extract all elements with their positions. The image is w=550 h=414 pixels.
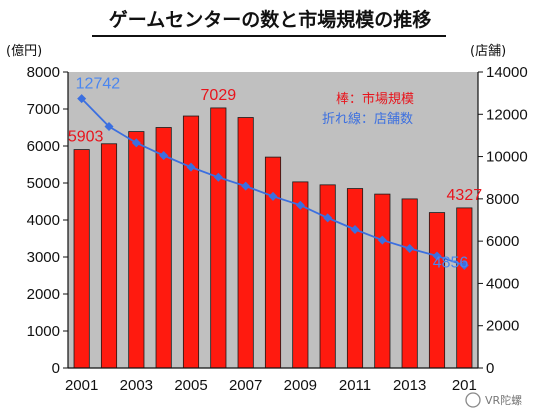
x-tick-label: 2009 [284, 377, 317, 394]
right-axis-unit: (店舗) [470, 44, 506, 59]
left-tick-label: 2000 [27, 286, 60, 303]
x-tick-label: 2005 [174, 377, 207, 394]
left-tick-label: 1000 [27, 323, 60, 340]
bar-2008 [264, 156, 282, 369]
x-tick-label: 2001 [65, 377, 98, 394]
left-tick-label: 7000 [27, 101, 60, 118]
chart-title: ゲームセンターの数と市場規模の推移 [109, 8, 431, 31]
watermark-icon [465, 392, 481, 408]
x-tick-label: 2011 [339, 377, 371, 394]
bar-2002 [100, 143, 118, 369]
legend-bar-entry: 棒：市場規模 [336, 91, 414, 107]
bar-2015 [456, 207, 473, 369]
right-tick-label: 2000 [486, 318, 519, 335]
bar-2001 [73, 149, 90, 369]
line-point-2003 [131, 138, 141, 148]
legend-line-entry: 折れ線：店舗数 [322, 111, 413, 127]
bar-2004 [155, 127, 172, 369]
bar-2010 [319, 184, 336, 369]
line-point-2008 [268, 191, 278, 201]
line-point-2002 [104, 122, 114, 132]
line-point-2015 [459, 260, 469, 270]
left-tick-label: 8000 [27, 64, 60, 81]
bar-2011 [346, 188, 364, 369]
left-tick-label: 4000 [27, 212, 60, 229]
x-tick-label: 2007 [229, 377, 262, 394]
data-label: 4327 [447, 187, 483, 204]
right-tick-label: 0 [486, 360, 494, 377]
line-point-2006 [213, 172, 223, 182]
line-point-2005 [186, 162, 196, 172]
line-point-2014 [432, 251, 442, 261]
line-point-2011 [350, 225, 360, 235]
right-tick-label: 8000 [486, 191, 519, 208]
bar-2006 [210, 107, 227, 369]
watermark: VR陀螺 [465, 392, 522, 408]
right-tick-label: 12000 [486, 106, 528, 123]
left-tick-label: 0 [52, 360, 60, 377]
bar-2013 [401, 198, 418, 369]
watermark-text: VR陀螺 [485, 393, 522, 407]
bar-2003 [128, 131, 145, 369]
line-point-2012 [377, 235, 387, 245]
data-label: 4856 [433, 254, 469, 271]
x-tick-label: 2013 [393, 377, 426, 394]
bar-2014 [428, 212, 446, 369]
right-tick-label: 10000 [486, 149, 528, 166]
left-tick-label: 6000 [27, 138, 60, 155]
x-tick-label: 2003 [120, 377, 153, 394]
left-axis-unit: (億円) [6, 43, 42, 59]
left-tick-label: 3000 [27, 249, 60, 266]
line-point-2001 [77, 94, 87, 104]
left-tick-label: 5000 [27, 175, 60, 192]
data-label: 5903 [68, 129, 104, 146]
bar-2005 [182, 115, 200, 369]
line-point-2013 [405, 244, 415, 254]
line-point-2007 [241, 181, 251, 191]
x-tick-label: 201 [452, 377, 477, 394]
line-point-2004 [159, 151, 169, 161]
data-label: 12742 [76, 76, 121, 93]
line-point-2009 [295, 200, 305, 210]
bar-2007 [237, 117, 254, 369]
right-tick-label: 14000 [486, 64, 528, 81]
right-tick-label: 6000 [486, 233, 519, 250]
data-label: 7029 [201, 87, 237, 104]
line-point-2010 [323, 213, 333, 223]
bar-2012 [374, 193, 391, 369]
right-tick-label: 4000 [486, 275, 519, 292]
bar-2009 [292, 181, 309, 369]
